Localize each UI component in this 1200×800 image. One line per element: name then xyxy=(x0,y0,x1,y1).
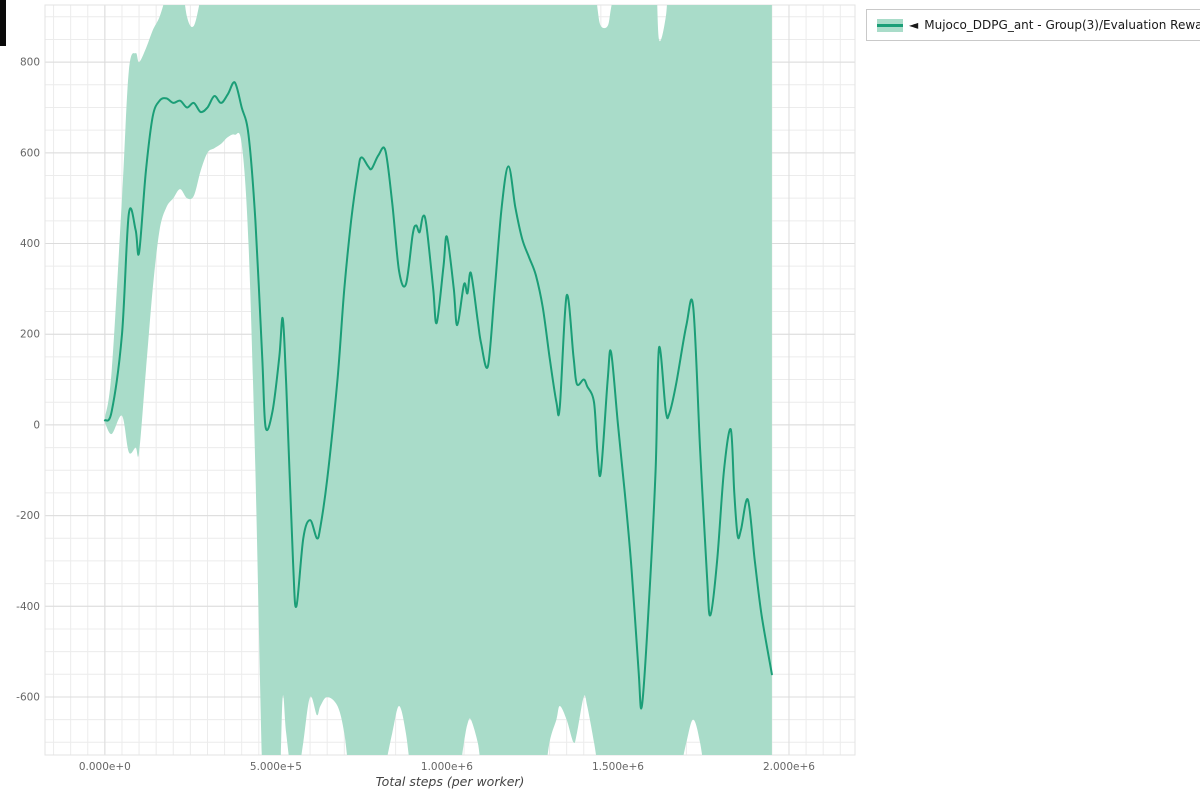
y-tick-label: -200 xyxy=(16,510,40,522)
legend-label: Mujoco_DDPG_ant - Group(3)/Evaluation Re… xyxy=(924,18,1200,32)
y-tick-label: 600 xyxy=(20,147,40,159)
legend-collapse-icon[interactable]: ◄ xyxy=(909,18,919,32)
x-tick-label: 0.000e+0 xyxy=(79,761,131,773)
x-tick-label: 1.000e+6 xyxy=(421,761,473,773)
series-line-icon xyxy=(877,23,903,27)
legend-item-evaluation-reward[interactable]: ◄ Mujoco_DDPG_ant - Group(3)/Evaluation … xyxy=(877,18,1200,32)
screen-edge-artifact xyxy=(0,0,6,46)
x-tick-label: 5.000e+5 xyxy=(250,761,302,773)
y-tick-label: 400 xyxy=(20,238,40,250)
y-tick-label: 0 xyxy=(33,419,40,431)
x-tick-label: 2.000e+6 xyxy=(763,761,815,773)
y-tick-label: 800 xyxy=(20,57,40,69)
x-tick-label: 1.500e+6 xyxy=(592,761,644,773)
y-tick-label: 200 xyxy=(20,329,40,341)
y-tick-label: -600 xyxy=(16,691,40,703)
x-axis-title: Total steps (per worker) xyxy=(375,774,525,789)
series-swatch-icon xyxy=(877,18,903,32)
legend: ◄ Mujoco_DDPG_ant - Group(3)/Evaluation … xyxy=(866,9,1200,41)
y-tick-label: -400 xyxy=(16,601,40,613)
